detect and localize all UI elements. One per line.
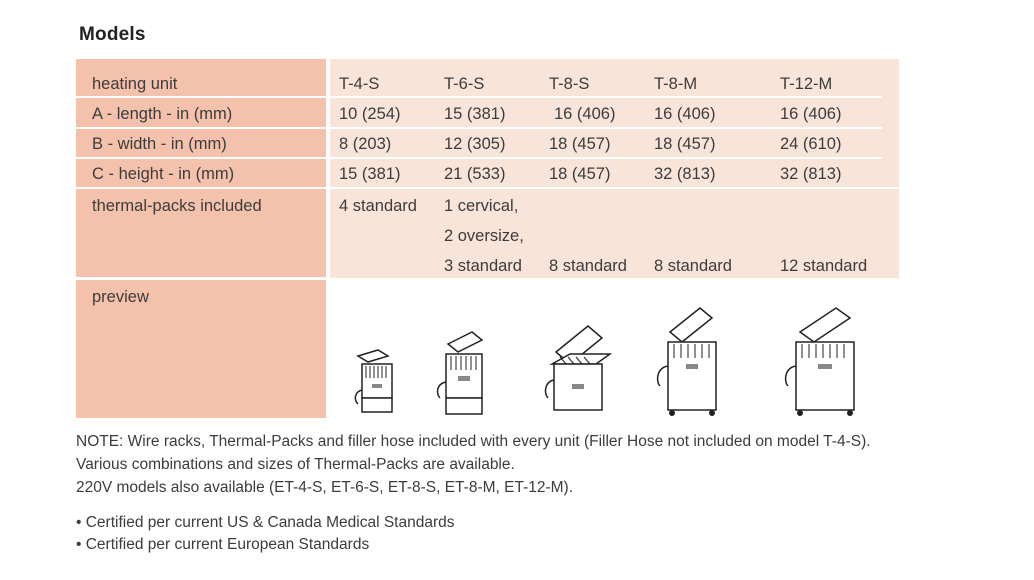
table-cell: 8 standard <box>654 257 732 275</box>
table-cell: 16 (406) <box>654 105 716 123</box>
column-divider <box>326 59 330 418</box>
table-cell: 8 standard <box>549 257 627 275</box>
table-cell: 15 (381) <box>339 165 401 183</box>
header-label: heating unit <box>92 75 178 93</box>
certification-item: • Certified per current European Standar… <box>76 536 370 553</box>
row-label-width: B - width - in (mm) <box>92 135 227 153</box>
table-cell: 8 (203) <box>339 135 392 153</box>
table-cell: 18 (457) <box>549 135 611 153</box>
model-header: T-12-M <box>780 75 833 93</box>
models-table: heating unit T-4-S T-6-S T-8-S T-8-M T-1… <box>76 59 899 418</box>
table-cell: 2 oversize, <box>444 227 524 245</box>
model-header: T-8-M <box>654 75 698 93</box>
heating-unit-t4s-image <box>354 349 393 413</box>
table-cell: 32 (813) <box>654 165 716 183</box>
model-header: T-6-S <box>444 75 485 93</box>
table-label-column <box>76 59 326 280</box>
table-cell: 32 (813) <box>780 165 842 183</box>
preview-label-cell <box>76 280 326 418</box>
heating-unit-t8s-image <box>544 325 613 411</box>
table-cell: 18 (457) <box>549 165 611 183</box>
heating-unit-t8m-image <box>656 307 717 416</box>
section-title: Models <box>79 24 146 45</box>
note-line: 220V models also available (ET-4-S, ET-6… <box>76 479 574 496</box>
table-cell: 24 (610) <box>780 135 842 153</box>
model-header: T-8-S <box>549 75 590 93</box>
table-cell: 4 standard <box>339 197 417 215</box>
heating-unit-t6s-image <box>436 331 484 415</box>
note-line: NOTE: Wire racks, Thermal-Packs and fill… <box>76 433 871 450</box>
table-cell: 18 (457) <box>654 135 716 153</box>
model-header: T-4-S <box>339 75 380 93</box>
row-divider <box>76 127 326 129</box>
notes-block: NOTE: Wire racks, Thermal-Packs and fill… <box>76 430 871 499</box>
table-cell: 1 cervical, <box>444 197 519 215</box>
table-cell: 16 (406) <box>780 105 842 123</box>
note-line: Various combinations and sizes of Therma… <box>76 456 515 473</box>
row-divider <box>330 96 882 98</box>
row-divider <box>330 157 882 159</box>
row-label-height: C - height - in (mm) <box>92 165 235 183</box>
heating-unit-t12m-image <box>784 307 855 416</box>
row-label-length: A - length - in (mm) <box>92 105 233 123</box>
table-cell: 15 (381) <box>444 105 506 123</box>
table-cell: 12 standard <box>780 257 868 275</box>
table-cell: 3 standard <box>444 257 522 275</box>
table-cell: 21 (533) <box>444 165 506 183</box>
certifications-list: • Certified per current US & Canada Medi… <box>76 512 454 556</box>
table-cell: 12 (305) <box>444 135 506 153</box>
row-divider <box>330 278 899 280</box>
row-divider <box>76 277 326 280</box>
row-divider <box>76 187 326 189</box>
certification-item: • Certified per current US & Canada Medi… <box>76 514 455 531</box>
table-cell: 16 (406) <box>554 105 616 123</box>
row-divider <box>76 157 326 159</box>
row-divider <box>330 187 899 189</box>
table-cell: 10 (254) <box>339 105 401 123</box>
row-divider <box>76 96 326 98</box>
row-divider <box>330 127 882 129</box>
row-label-preview: preview <box>92 288 149 306</box>
preview-images <box>330 291 899 418</box>
row-label-thermal-packs: thermal-packs included <box>92 197 262 215</box>
